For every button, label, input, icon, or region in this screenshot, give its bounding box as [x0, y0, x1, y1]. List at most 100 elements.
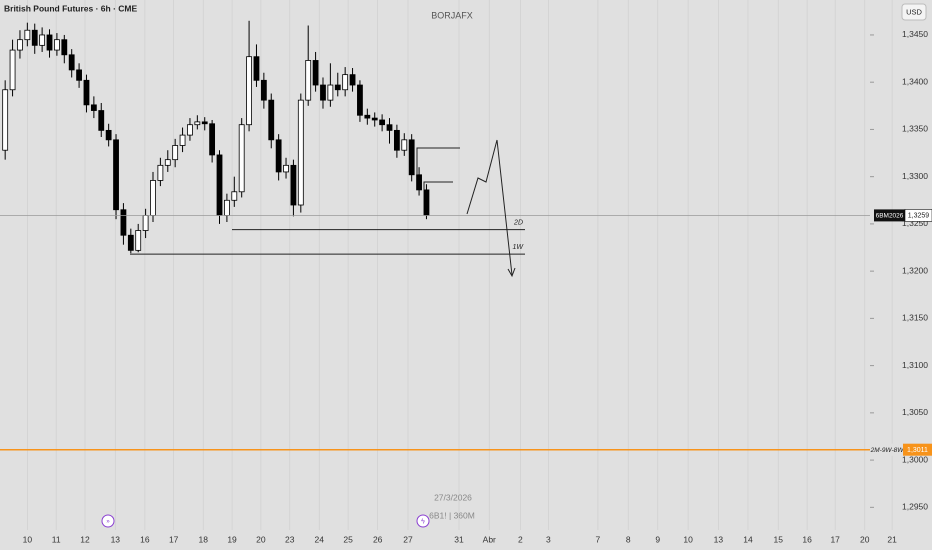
candle-body	[260, 79, 267, 101]
candle-body	[224, 199, 230, 216]
x-tick-label: 18	[199, 534, 209, 544]
x-tick-label: 7	[596, 534, 601, 544]
candle-body	[201, 121, 208, 125]
candle-body	[297, 99, 304, 206]
candle-body	[238, 124, 245, 193]
x-tick-label: 15	[774, 534, 784, 544]
name-tag-label: 2M-9W-8W	[870, 447, 905, 454]
candle-body	[98, 110, 105, 131]
candle-body	[283, 164, 289, 173]
candle-body	[194, 121, 201, 126]
candle-body	[320, 84, 326, 101]
x-tick-label: 21	[887, 534, 897, 544]
candle-body	[90, 104, 97, 111]
x-tick-label: 10	[683, 534, 693, 544]
candle-body	[357, 84, 363, 116]
footer-date: 27/3/2026	[434, 492, 472, 502]
y-tick-label: 1,3150	[902, 313, 928, 323]
candle-body	[164, 159, 171, 166]
price-tag-label: 1,3011	[907, 447, 928, 454]
x-tick-label: 17	[830, 534, 840, 544]
x-tick-label: 31	[454, 534, 464, 544]
event-icon[interactable]	[101, 514, 115, 528]
forecast-arrow	[507, 267, 516, 278]
x-tick-label: 20	[256, 534, 266, 544]
candle-body	[135, 230, 142, 251]
event-icon-glyph[interactable]: »	[106, 519, 110, 525]
event-icon[interactable]	[416, 514, 430, 528]
candle-body	[364, 114, 371, 119]
watermark: BORJAFX	[431, 10, 473, 20]
candle-body	[268, 99, 275, 141]
y-tick-label: 1,3250	[902, 218, 928, 228]
x-tick-label: 27	[403, 534, 413, 544]
candle-body	[379, 119, 386, 126]
candle-body	[253, 56, 260, 81]
forecast-path	[466, 139, 513, 276]
y-tick-label: 1,3100	[902, 360, 928, 370]
y-tick-label: 1,3000	[902, 454, 928, 464]
x-tick-label: 16	[802, 534, 812, 544]
candle-body	[127, 234, 134, 251]
x-tick-label: 25	[343, 534, 353, 544]
currency[interactable]: USD	[906, 7, 922, 16]
candle-body	[24, 29, 31, 41]
price-tag	[904, 209, 932, 222]
y-tick-label: 1,2950	[902, 502, 928, 512]
candle-body	[54, 39, 60, 51]
candle-body	[342, 74, 349, 91]
candle-body	[209, 123, 216, 156]
symbol-tag	[874, 209, 905, 222]
x-tick-label: 14	[743, 534, 753, 544]
candle-body	[17, 39, 23, 51]
x-tick-label: 19	[227, 534, 237, 544]
candle-body	[275, 139, 282, 173]
candle-body	[46, 34, 53, 51]
candle-body	[9, 49, 16, 91]
candle-body	[2, 89, 9, 151]
candle-body	[31, 29, 38, 46]
x-tick-label: 26	[373, 534, 383, 544]
y-tick-label: 1,3350	[902, 124, 928, 134]
name-tag-bg	[871, 443, 903, 456]
chart-title: British Pound Futures · 6h · CME	[4, 3, 137, 13]
x-tick-label: 13	[111, 534, 121, 544]
candle-body	[312, 60, 319, 86]
candle-body	[179, 134, 186, 146]
candle-body	[327, 84, 334, 101]
candle-body	[172, 145, 179, 161]
level-label: 2D	[513, 219, 523, 226]
footer-symbol: 6B1! | 360M	[429, 510, 475, 520]
candle-body	[305, 60, 312, 101]
candle-body	[120, 209, 127, 236]
candle-body	[334, 84, 341, 91]
x-tick-label: 13	[714, 534, 724, 544]
candle-body	[150, 180, 156, 216]
bracket-drawing	[416, 147, 460, 175]
x-tick-label: 10	[23, 534, 33, 544]
candle-body	[61, 39, 68, 56]
candle-body	[157, 164, 164, 181]
x-tick-label: 20	[860, 534, 870, 544]
candle-body	[83, 79, 90, 106]
y-tick-label: 1,3400	[902, 76, 928, 86]
event-icon-glyph[interactable]: ϟ	[421, 518, 425, 525]
y-tick-label: 1,3200	[902, 265, 928, 275]
candle-body	[216, 154, 223, 216]
candle-body	[371, 117, 378, 121]
price-tag-label: 1,3259	[908, 213, 930, 220]
y-tick-label: 1,3300	[902, 171, 928, 181]
candle-body	[401, 139, 408, 151]
x-tick-label: 16	[140, 534, 150, 544]
candle-body	[416, 174, 422, 191]
y-tick-label: 1,3450	[902, 29, 928, 39]
currency-button[interactable]	[901, 3, 927, 21]
x-tick-label: Abr	[483, 534, 496, 544]
candle-body	[68, 54, 75, 71]
bracket-drawing	[423, 181, 453, 190]
candle-body	[105, 129, 112, 141]
candle-body	[246, 56, 252, 126]
candle-body	[142, 215, 149, 231]
candle-body	[408, 139, 415, 176]
